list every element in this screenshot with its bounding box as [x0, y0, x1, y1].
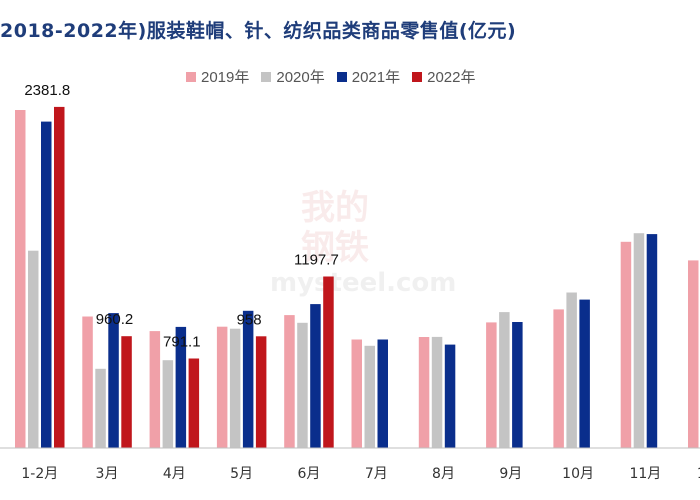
x-tick-label: 4月 — [163, 466, 186, 482]
bar-2019年-10月 — [553, 309, 564, 448]
x-tick-label: 11月 — [629, 466, 661, 482]
bar-2020年-1-2月 — [28, 250, 39, 448]
data-label: 958 — [237, 311, 262, 328]
data-label: 1197.7 — [294, 252, 339, 269]
bar-2022年-4月 — [188, 358, 200, 448]
data-label: 2381.8 — [24, 82, 70, 99]
legend-swatch-2022 — [412, 71, 423, 82]
bar-2020年-3月 — [95, 368, 106, 448]
bar-2022年-5月 — [255, 336, 267, 448]
x-tick-label: 3月 — [96, 466, 119, 482]
legend-label-2021: 2021年 — [351, 69, 401, 86]
bar-2022年-1-2月 — [54, 106, 65, 449]
bar-2021年-8月 — [444, 344, 456, 448]
legend-label-2019: 2019年 — [201, 69, 250, 86]
legend-label-2020: 2020年 — [276, 69, 325, 86]
bar-2021年-7月 — [377, 339, 388, 448]
bar-2021年-3月 — [108, 313, 119, 448]
chart-legend: 2019年 2020年 2021年 2022年 — [186, 66, 476, 87]
bar-2019年-7月 — [351, 339, 362, 448]
bar-2020年-5月 — [229, 328, 241, 448]
legend-swatch-2021 — [336, 71, 347, 82]
bar-2019年-9月 — [486, 322, 497, 448]
bar-2021年-11月 — [646, 234, 658, 448]
legend-label-2022: 2022年 — [427, 69, 476, 86]
x-tick-label: 1-2月 — [21, 466, 58, 482]
bar-2020年-10月 — [566, 292, 577, 448]
bar-2021年-1-2月 — [41, 121, 52, 448]
bar-2019年-4月 — [149, 331, 161, 448]
data-labels-group: 2381.8 960.2 791.1 958 1197.7 — [24, 82, 338, 351]
bar-2022年-3月 — [121, 336, 132, 448]
legend-item-2019: 2019年 — [186, 66, 249, 87]
x-tick-label: 10月 — [562, 466, 594, 482]
legend-item-2022: 2022年 — [412, 66, 476, 87]
bar-2019年-3月 — [82, 316, 93, 448]
bar-2021年-9月 — [512, 322, 523, 448]
bar-2021年-10月 — [579, 299, 590, 448]
chart-title: 2018-2022年)服装鞋帽、针、纺织品类商品零售值(亿元) — [0, 20, 517, 42]
bar-2019年-8月 — [418, 337, 430, 448]
bar-2019年-12月 — [688, 260, 699, 448]
bar-2021年-5月 — [242, 310, 254, 448]
x-axis-ticks: 1-2月 3月 4月 5月 6月 7月 8月 9月 10月 11月 12月 — [21, 466, 700, 482]
x-tick-label: 5月 — [230, 466, 253, 482]
x-tick-label: 9月 — [499, 466, 522, 482]
legend-item-2020: 2020年 — [261, 66, 325, 87]
x-tick-label: 7月 — [365, 466, 388, 482]
legend-item-2021: 2021年 — [336, 66, 401, 87]
bar-2020年-4月 — [162, 360, 174, 448]
bar-2020年-7月 — [364, 345, 375, 448]
x-tick-label: 8月 — [432, 466, 455, 482]
x-tick-label: 6月 — [297, 466, 320, 482]
bar-2021年-6月 — [310, 304, 321, 448]
bar-2019年-5月 — [216, 326, 228, 448]
bar-2020年-6月 — [297, 322, 308, 448]
bar-2019年-1-2月 — [15, 110, 26, 448]
x-tick-label: 12月 — [697, 466, 700, 482]
bar-2020年-9月 — [499, 312, 510, 448]
legend-swatch-2020 — [261, 71, 272, 82]
data-label: 791.1 — [163, 334, 201, 351]
data-label: 960.2 — [96, 311, 134, 328]
bar-2021年-4月 — [175, 326, 187, 448]
bar-2020年-8月 — [431, 336, 443, 448]
bar-2019年-11月 — [620, 241, 632, 448]
bars-group — [15, 106, 699, 449]
bar-2019年-6月 — [284, 315, 295, 448]
legend-swatch-2019 — [186, 71, 196, 82]
bar-2020年-11月 — [633, 233, 645, 448]
bar-2022年-6月 — [323, 276, 334, 448]
